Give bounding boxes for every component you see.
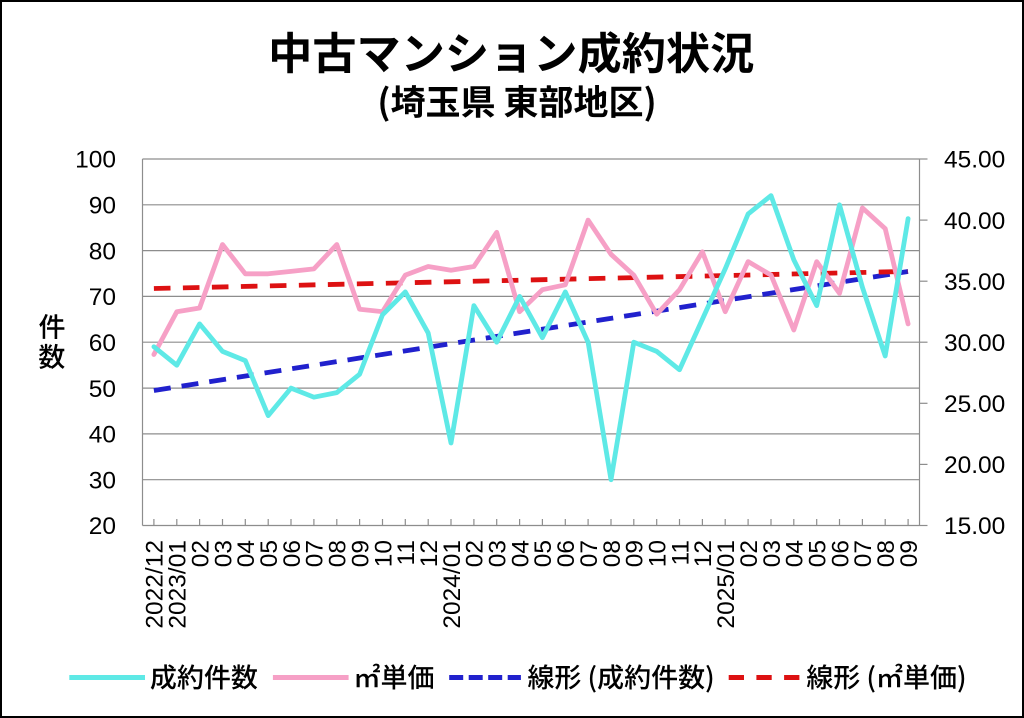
svg-text:07: 07 xyxy=(302,540,329,567)
svg-text:06: 06 xyxy=(827,540,854,567)
svg-text:03: 03 xyxy=(210,540,237,567)
svg-text:40: 40 xyxy=(89,422,116,449)
svg-text:40.00: 40.00 xyxy=(944,208,1005,235)
svg-text:06: 06 xyxy=(553,540,580,567)
svg-text:25.00: 25.00 xyxy=(944,391,1005,418)
svg-text:05: 05 xyxy=(530,540,557,567)
svg-text:09: 09 xyxy=(896,540,923,567)
svg-text:07: 07 xyxy=(576,540,603,567)
svg-text:2025/01: 2025/01 xyxy=(713,540,740,629)
svg-text:08: 08 xyxy=(599,540,626,567)
svg-text:08: 08 xyxy=(873,540,900,567)
svg-text:09: 09 xyxy=(347,540,374,567)
svg-text:2024/01: 2024/01 xyxy=(439,540,466,629)
svg-text:09: 09 xyxy=(622,540,649,567)
svg-text:11: 11 xyxy=(393,540,420,565)
svg-text:2022/12: 2022/12 xyxy=(142,540,169,629)
svg-text:90: 90 xyxy=(89,193,116,220)
svg-text:70: 70 xyxy=(89,284,116,311)
svg-text:11: 11 xyxy=(667,540,694,565)
svg-text:80: 80 xyxy=(89,238,116,265)
svg-text:02: 02 xyxy=(736,540,763,567)
svg-text:15.00: 15.00 xyxy=(944,513,1005,540)
svg-text:10: 10 xyxy=(645,540,672,567)
svg-text:35.00: 35.00 xyxy=(944,269,1005,296)
svg-text:100: 100 xyxy=(75,147,116,174)
svg-text:07: 07 xyxy=(850,540,877,567)
svg-text:03: 03 xyxy=(485,540,512,567)
svg-text:2023/01: 2023/01 xyxy=(165,540,192,629)
svg-text:04: 04 xyxy=(782,540,809,567)
svg-text:12: 12 xyxy=(690,540,717,567)
svg-text:50: 50 xyxy=(89,376,116,403)
svg-text:30: 30 xyxy=(89,467,116,494)
svg-text:08: 08 xyxy=(325,540,352,567)
svg-text:05: 05 xyxy=(805,540,832,567)
svg-text:02: 02 xyxy=(462,540,489,567)
svg-text:06: 06 xyxy=(279,540,306,567)
svg-text:12: 12 xyxy=(416,540,443,567)
svg-text:03: 03 xyxy=(759,540,786,567)
svg-text:02: 02 xyxy=(187,540,214,567)
svg-text:10: 10 xyxy=(370,540,397,567)
svg-text:45.00: 45.00 xyxy=(944,147,1005,174)
svg-text:20: 20 xyxy=(89,513,116,540)
svg-text:04: 04 xyxy=(507,540,534,567)
svg-text:60: 60 xyxy=(89,330,116,357)
svg-text:20.00: 20.00 xyxy=(944,452,1005,479)
svg-text:05: 05 xyxy=(256,540,283,567)
svg-text:04: 04 xyxy=(233,540,260,567)
svg-text:30.00: 30.00 xyxy=(944,330,1005,357)
